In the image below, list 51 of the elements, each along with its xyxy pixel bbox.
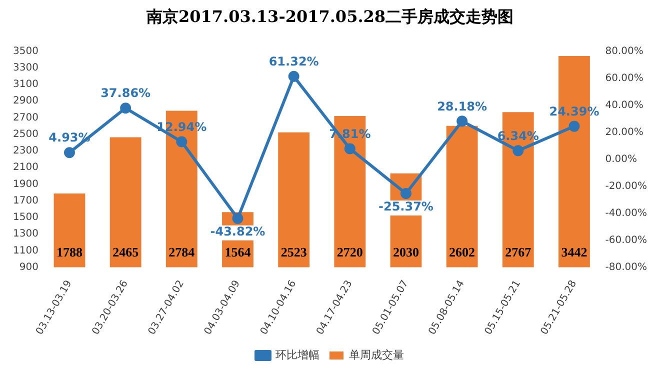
y2-tick-label: 20.00% xyxy=(605,126,644,138)
data-label: 1788 xyxy=(56,244,83,260)
data-label: 2030 xyxy=(392,244,419,260)
point xyxy=(512,145,524,156)
y-tick-label: 2900 xyxy=(12,96,38,107)
y-tick-label: 3500 xyxy=(12,46,38,57)
point xyxy=(64,147,75,158)
data-label: 2784 xyxy=(168,244,196,260)
y-tick-label: 900 xyxy=(19,262,38,273)
data-label: 61.32% xyxy=(268,54,319,69)
legend-label: 单周成交量 xyxy=(349,348,404,362)
y2-tick-label: 80.00% xyxy=(605,46,644,57)
data-label: 2465 xyxy=(112,244,140,260)
data-label: 2720 xyxy=(336,244,363,260)
data-label: 3442 xyxy=(561,244,588,260)
y-tick-label: 1500 xyxy=(12,212,38,224)
y2-tick-label: -40.00% xyxy=(605,208,648,219)
point xyxy=(288,70,300,82)
point xyxy=(120,102,132,114)
y-tick-label: 1100 xyxy=(12,245,38,256)
point xyxy=(232,212,244,224)
y-tick-label: 2100 xyxy=(12,162,38,174)
y2-tick-label: 60.00% xyxy=(605,72,644,84)
point xyxy=(456,116,468,127)
y-tick-label: 3100 xyxy=(12,79,38,90)
data-label: -43.82% xyxy=(210,224,266,239)
y2-tick-label: 0.00% xyxy=(605,154,638,165)
data-label: 2767 xyxy=(505,244,532,260)
y-tick-label: 1700 xyxy=(12,195,38,206)
data-label: 1564 xyxy=(224,244,252,260)
point xyxy=(400,188,412,200)
y-tick-label: 2300 xyxy=(12,146,38,157)
y-tick-label: 1900 xyxy=(12,178,38,190)
data-label: 37.86% xyxy=(100,86,151,100)
y2-tick-label: -20.00% xyxy=(605,180,648,192)
point xyxy=(568,120,580,132)
chart-title: 南京2017.03.13-2017.05.28二手房成交走势图 xyxy=(145,6,514,26)
y2-tick-label: -60.00% xyxy=(605,234,648,246)
data-label: 28.18% xyxy=(437,99,488,114)
y-tick-label: 2500 xyxy=(12,128,38,140)
point xyxy=(176,136,188,148)
y2-tick-label: -80.00% xyxy=(605,262,648,273)
y-tick-label: 3300 xyxy=(12,62,38,74)
data-label: 2602 xyxy=(449,244,476,260)
data-label: 2523 xyxy=(280,244,308,260)
point xyxy=(344,143,356,154)
y2-tick-label: 40.00% xyxy=(605,100,644,111)
data-label: -25.37% xyxy=(378,200,434,214)
legend-label: 环比增幅 xyxy=(276,348,320,362)
y-tick-label: 1300 xyxy=(12,228,38,240)
y-tick-label: 2700 xyxy=(12,112,38,124)
